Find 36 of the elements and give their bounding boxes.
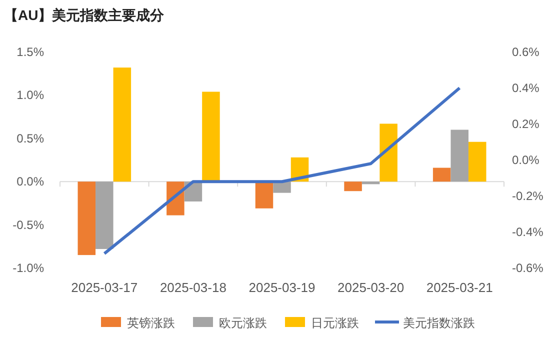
chart-title: 【AU】美元指数主要成分: [4, 7, 166, 23]
bar: [468, 142, 486, 182]
y2-tick-label: 0.0%: [512, 153, 540, 167]
y2-tick-label: 0.2%: [512, 117, 540, 131]
x-tick-label: 2025-03-17: [71, 280, 138, 295]
legend-label: 日元涨跌: [311, 316, 359, 330]
y2-tick-label: -0.6%: [512, 261, 544, 275]
y-tick-label: -1.0%: [12, 261, 44, 275]
x-tick-label: 2025-03-19: [248, 280, 316, 295]
bar: [96, 182, 114, 249]
x-tick-label: 2025-03-18: [160, 280, 226, 295]
legend-label: 英镑涨跌: [127, 316, 175, 330]
legend-label: 欧元涨跌: [219, 316, 267, 330]
y2-tick-label: -0.2%: [512, 189, 544, 203]
bar: [344, 182, 362, 192]
bar: [362, 182, 380, 184]
legend-label: 美元指数涨跌: [403, 316, 475, 330]
y2-tick-label: 0.4%: [512, 81, 540, 95]
y2-tick-label: -0.4%: [512, 225, 544, 239]
bar: [432, 168, 451, 182]
x-tick-label: 2025-03-21: [426, 280, 493, 295]
bar: [450, 130, 468, 182]
x-tick-label: 2025-03-20: [338, 280, 404, 295]
y-tick-label: 1.0%: [16, 88, 44, 102]
bar: [255, 182, 274, 208]
y2-tick-label: 0.6%: [512, 45, 540, 59]
y-tick-label: 0.5%: [16, 131, 44, 146]
line-series: [102, 86, 462, 256]
bar: [78, 182, 96, 256]
bar: [380, 124, 398, 182]
bar: [202, 92, 220, 182]
bar: [113, 68, 132, 182]
y-tick-label: 1.5%: [16, 45, 44, 59]
bar: [273, 182, 291, 193]
y-tick-label: 0.0%: [16, 174, 44, 189]
y-tick-label: -0.5%: [12, 218, 44, 232]
